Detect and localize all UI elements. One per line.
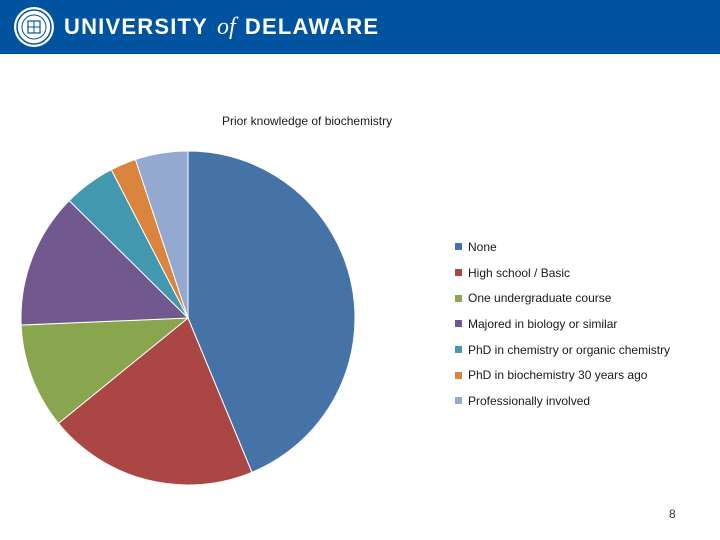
legend-item: Majored in biology or similar: [455, 311, 670, 337]
legend-swatch: [455, 294, 462, 302]
legend-swatch: [455, 320, 462, 328]
chart-legend: None High school / Basic One undergraduate…: [455, 234, 670, 414]
university-wordmark[interactable]: UNIVERSITY of DELAWARE: [64, 12, 379, 42]
pie-slice-4: [20, 199, 190, 326]
legend-item: PhD in biochemistry 30 years ago: [455, 362, 670, 388]
wordmark-university: UNIVERSITY: [64, 14, 208, 39]
wordmark-delaware: DELAWARE: [244, 14, 380, 39]
legend-item: None: [455, 234, 670, 260]
legend-label: One undergraduate course: [468, 291, 612, 306]
university-seal-icon: [14, 7, 54, 47]
legend-label: Professionally involved: [468, 393, 591, 408]
legend-swatch: [455, 269, 462, 277]
wordmark-of: of: [216, 14, 236, 40]
legend-swatch: [455, 346, 462, 354]
legend-label: PhD in biochemistry 30 years ago: [468, 368, 648, 383]
legend-swatch: [455, 243, 462, 251]
pie-slice-3: [20, 317, 190, 425]
chart-title: Prior knowledge of biochemistry: [222, 114, 393, 128]
page-number: 8: [669, 507, 676, 521]
legend-label: Majored in biology or similar: [468, 316, 618, 331]
pie-slice-1: [187, 150, 356, 473]
legend-label: PhD in chemistry or organic chemistry: [468, 342, 671, 357]
legend-label: None: [468, 239, 497, 254]
legend-swatch: [455, 371, 462, 379]
legend-swatch: [455, 397, 462, 405]
legend-item: Professionally involved: [455, 388, 670, 414]
pie-slice-7: [134, 150, 189, 319]
header-bar: UNIVERSITY of DELAWARE: [0, 0, 720, 54]
legend-item: High school / Basic: [455, 260, 670, 286]
legend-item: One undergraduate course: [455, 285, 670, 311]
legend-item: PhD in chemistry or organic chemistry: [455, 337, 670, 363]
legend-label: High school / Basic: [468, 265, 571, 280]
pie-slice-2: [57, 317, 253, 486]
